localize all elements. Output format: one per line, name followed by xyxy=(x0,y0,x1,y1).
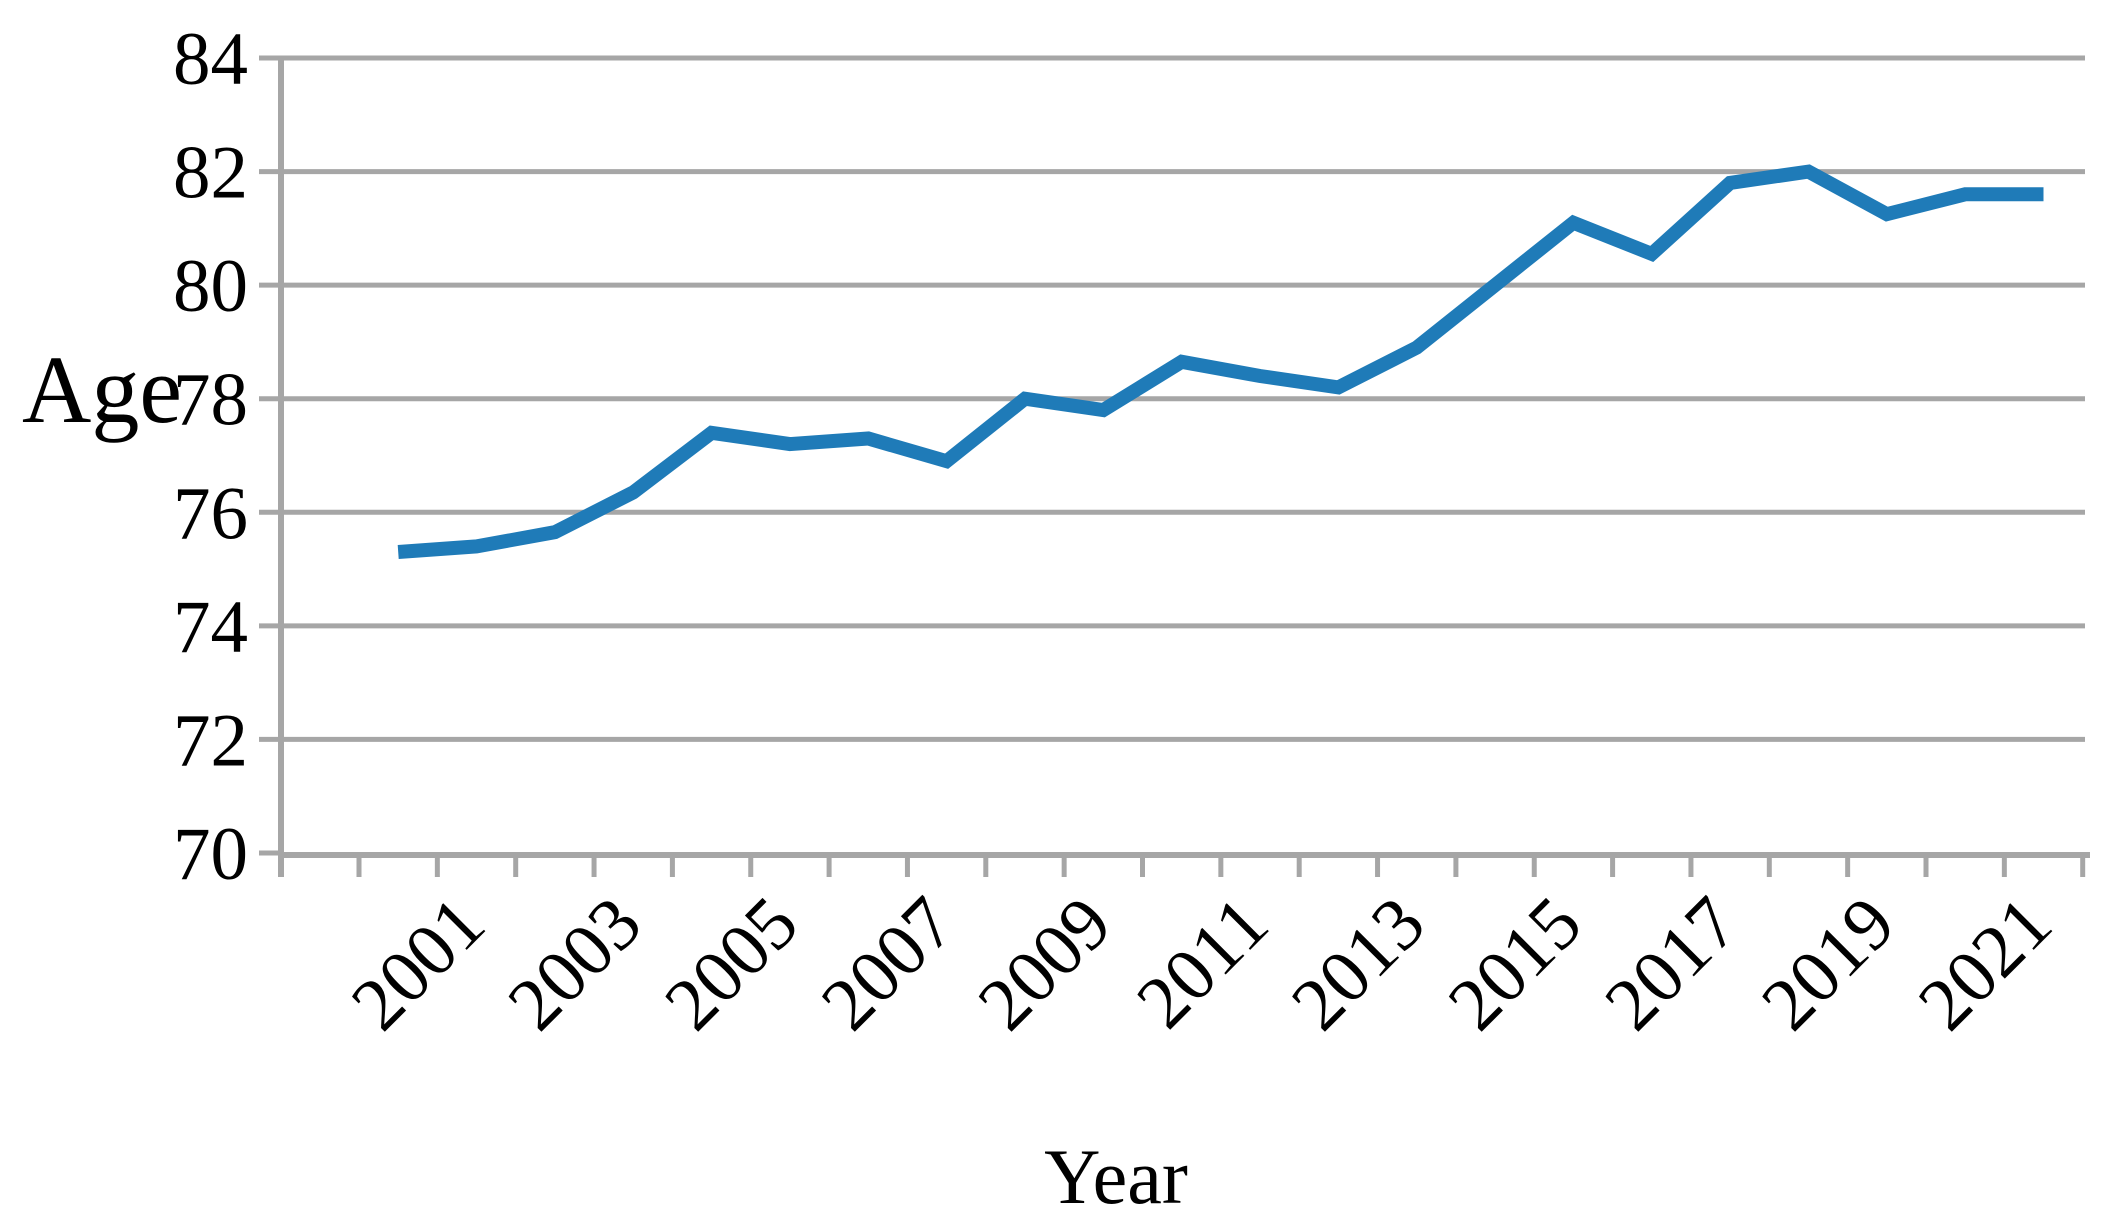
age-series-line xyxy=(397,164,2044,559)
y-axis-ticks xyxy=(259,55,281,856)
gridlines xyxy=(281,55,2085,742)
x-tick-label: 2001 xyxy=(336,881,501,1046)
x-tick-label: 2013 xyxy=(1276,881,1441,1046)
y-tick-label: 84 xyxy=(173,18,248,101)
y-axis-title: Age xyxy=(22,336,182,443)
y-tick-label: 70 xyxy=(173,813,248,896)
x-tick-label: 2011 xyxy=(1121,881,1284,1044)
x-tick-label: 2005 xyxy=(649,881,814,1046)
y-tick-label: 80 xyxy=(173,245,248,328)
y-tick-label: 82 xyxy=(173,132,248,215)
axes xyxy=(278,58,2090,877)
x-tick-label: 2017 xyxy=(1589,881,1754,1046)
x-tick-label: 2015 xyxy=(1433,881,1598,1046)
y-tick-label: 78 xyxy=(173,359,248,442)
x-tick-label: 2003 xyxy=(492,881,657,1046)
y-tick-label: 72 xyxy=(173,699,248,782)
x-tick-labels: 2001200320052007200920112013201520172019… xyxy=(336,881,2068,1046)
y-tick-label: 76 xyxy=(173,472,248,555)
y-tick-labels: 84 82 80 78 76 74 72 70 xyxy=(173,18,248,896)
x-tick-label: 2019 xyxy=(1746,881,1911,1046)
x-tick-label: 2007 xyxy=(806,881,971,1046)
y-tick-label: 74 xyxy=(173,586,248,669)
x-tick-label: 2021 xyxy=(1903,881,2068,1046)
x-axis-title: Year xyxy=(1044,1133,1188,1220)
x-tick-label: 2009 xyxy=(963,881,1128,1046)
